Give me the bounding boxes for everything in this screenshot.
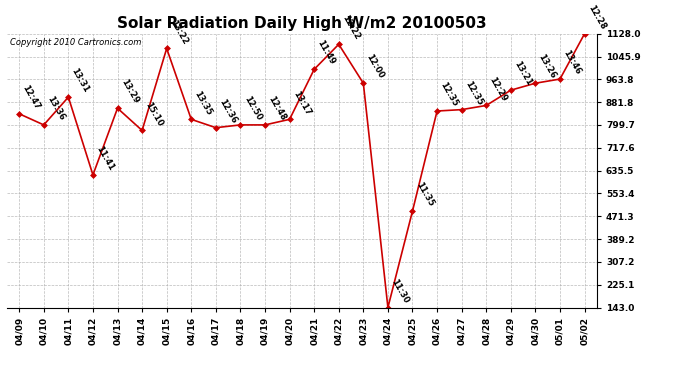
- Text: 11:49: 11:49: [315, 39, 337, 66]
- Text: 12:50: 12:50: [241, 94, 263, 122]
- Text: 13:22: 13:22: [168, 18, 189, 46]
- Text: 12:36: 12:36: [217, 97, 239, 125]
- Text: 12:00: 12:00: [365, 53, 386, 81]
- Text: Copyright 2010 Cartronics.com: Copyright 2010 Cartronics.com: [10, 38, 141, 47]
- Title: Solar Radiation Daily High W/m2 20100503: Solar Radiation Daily High W/m2 20100503: [117, 16, 486, 31]
- Text: 13:17: 13:17: [291, 89, 312, 117]
- Text: 15:10: 15:10: [144, 100, 165, 128]
- Text: 12:22: 12:22: [340, 14, 362, 42]
- Text: 12:28: 12:28: [586, 3, 607, 31]
- Text: 13:29: 13:29: [119, 78, 140, 105]
- Text: 11:41: 11:41: [95, 144, 115, 172]
- Text: 12:35: 12:35: [463, 79, 484, 107]
- Text: 13:36: 13:36: [45, 94, 66, 122]
- Text: 12:29: 12:29: [488, 75, 509, 103]
- Text: 13:26: 13:26: [537, 53, 558, 81]
- Text: 13:35: 13:35: [193, 89, 214, 117]
- Text: 13:21: 13:21: [512, 60, 533, 87]
- Text: 11:35: 11:35: [414, 181, 435, 208]
- Text: 13:31: 13:31: [70, 67, 91, 94]
- Text: 12:35: 12:35: [438, 81, 460, 108]
- Text: 13:46: 13:46: [562, 49, 582, 76]
- Text: 11:30: 11:30: [389, 277, 411, 305]
- Text: 12:48: 12:48: [266, 94, 288, 122]
- Text: 12:47: 12:47: [21, 83, 42, 111]
